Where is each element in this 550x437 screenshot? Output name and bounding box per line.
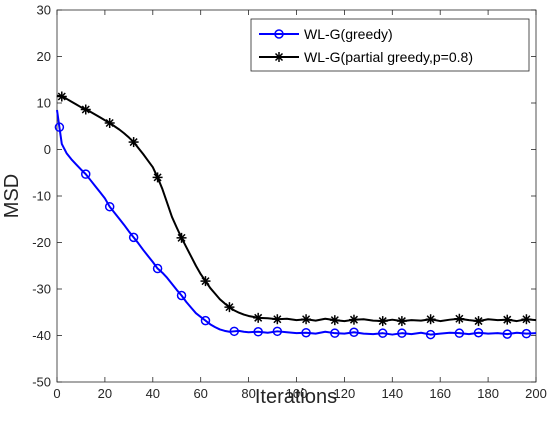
x-tick-label: 140 bbox=[381, 386, 403, 401]
data-point-marker bbox=[301, 327, 311, 338]
data-point-marker bbox=[104, 201, 115, 212]
data-point-marker bbox=[521, 328, 532, 339]
x-tick-label: 100 bbox=[286, 386, 308, 401]
data-point-marker bbox=[200, 315, 211, 326]
data-point-marker bbox=[425, 329, 436, 340]
x-tick-label: 160 bbox=[429, 386, 451, 401]
legend-marker-partial-greedy bbox=[274, 52, 284, 62]
data-point-marker bbox=[377, 316, 388, 327]
x-tick-label: 180 bbox=[477, 386, 499, 401]
legend-label-greedy: WL-G(greedy) bbox=[304, 26, 393, 42]
x-tick-label: 40 bbox=[146, 386, 160, 401]
data-point-marker bbox=[152, 263, 163, 274]
data-point-marker bbox=[104, 117, 115, 128]
data-point-marker bbox=[473, 316, 484, 327]
data-point-marker bbox=[272, 314, 283, 325]
y-axis-label: MSD bbox=[1, 174, 23, 218]
data-point-marker bbox=[521, 314, 532, 325]
data-point-marker bbox=[224, 302, 235, 313]
legend-marker-greedy bbox=[274, 29, 284, 39]
data-point-marker bbox=[54, 122, 65, 132]
x-tick-label: 120 bbox=[334, 386, 356, 401]
data-point-marker bbox=[397, 328, 407, 338]
y-tick-label: 20 bbox=[37, 49, 51, 64]
series-line-0 bbox=[56, 109, 537, 336]
y-tick-label: -30 bbox=[32, 282, 51, 297]
legend: WL-G(greedy) WL-G(partial greedy,p=0.8) bbox=[250, 18, 530, 72]
data-point-marker bbox=[80, 104, 91, 115]
x-tick-label: 0 bbox=[53, 386, 60, 401]
x-tick-label: 80 bbox=[241, 386, 255, 401]
data-point-marker bbox=[80, 169, 91, 179]
data-point-marker bbox=[301, 314, 312, 325]
y-tick-label: 30 bbox=[37, 3, 51, 18]
data-point-marker bbox=[200, 276, 211, 287]
data-point-marker bbox=[329, 315, 340, 326]
data-point-marker bbox=[425, 314, 436, 325]
data-point-marker bbox=[349, 327, 359, 337]
data-point-marker bbox=[56, 91, 67, 102]
data-point-marker bbox=[176, 232, 187, 243]
legend-box bbox=[250, 18, 530, 72]
data-point-marker bbox=[473, 327, 484, 338]
data-point-marker bbox=[253, 327, 263, 337]
y-tick-label: -10 bbox=[32, 189, 51, 204]
data-point-marker bbox=[454, 313, 465, 324]
y-tick-label: 10 bbox=[37, 96, 51, 111]
data-point-marker bbox=[502, 314, 513, 325]
y-tick-label: -40 bbox=[32, 328, 51, 343]
data-point-marker bbox=[272, 326, 283, 337]
data-point-marker bbox=[330, 328, 340, 338]
data-point-marker bbox=[377, 328, 388, 338]
data-point-marker bbox=[348, 314, 359, 325]
data-point-marker bbox=[229, 326, 239, 337]
data-point-marker bbox=[396, 316, 407, 327]
x-tick-label: 200 bbox=[525, 386, 547, 401]
data-point-marker bbox=[253, 312, 264, 323]
y-tick-label: -50 bbox=[32, 375, 51, 390]
x-tick-label: 20 bbox=[98, 386, 112, 401]
data-point-marker bbox=[128, 137, 139, 148]
data-point-marker bbox=[128, 232, 139, 243]
legend-label-partial-greedy: WL-G(partial greedy,p=0.8) bbox=[304, 49, 473, 65]
data-point-marker bbox=[152, 172, 163, 183]
x-axis-label: Iterations bbox=[255, 386, 337, 408]
data-point-marker bbox=[454, 328, 465, 338]
x-tick-label: 60 bbox=[193, 386, 207, 401]
y-tick-label: -20 bbox=[32, 235, 51, 250]
data-point-marker bbox=[176, 290, 187, 301]
data-point-marker bbox=[502, 329, 513, 339]
y-tick-label: 0 bbox=[44, 142, 51, 157]
